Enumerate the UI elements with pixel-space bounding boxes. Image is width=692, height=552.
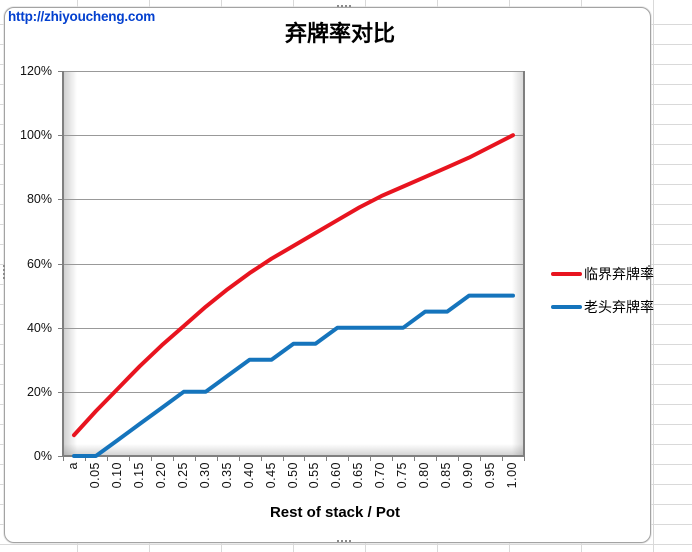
x-axis-tick-label: 0.15 xyxy=(131,462,146,489)
y-axis-tick-label: 80% xyxy=(26,192,52,207)
x-axis-tick-label: 0.85 xyxy=(439,462,454,489)
x-axis-tick-label: 0.20 xyxy=(153,462,168,489)
x-axis-tick-label: 0.95 xyxy=(483,462,498,489)
y-axis-tick-label: 60% xyxy=(26,256,52,271)
x-axis-tick-label: 0.90 xyxy=(461,462,476,489)
y-axis-tick-label: 100% xyxy=(20,128,52,143)
x-axis-tick-label: 0.30 xyxy=(197,462,212,489)
x-axis-tick-label: 0.80 xyxy=(417,462,432,489)
x-axis-tick-label: 0.35 xyxy=(219,462,234,489)
x-axis-tick-label: 0.40 xyxy=(241,462,256,489)
series-line-0[interactable] xyxy=(72,133,515,438)
legend-line-swatch xyxy=(551,305,582,309)
x-axis-tick-label: 0.65 xyxy=(351,462,366,489)
x-axis-tick-label: 1.00 xyxy=(505,462,520,489)
legend-label: 老头弃牌率 xyxy=(584,299,654,315)
selection-handle-bottom[interactable] xyxy=(337,540,352,542)
y-axis-tick-label: 0% xyxy=(33,449,52,463)
chart-title[interactable]: 弃牌率对比 xyxy=(284,21,396,47)
x-axis-tick-label: 0.50 xyxy=(285,462,300,489)
legend-line-swatch xyxy=(551,272,582,276)
plot-bevel-right xyxy=(512,71,524,456)
series-line-1[interactable] xyxy=(72,293,515,458)
x-axis-tick-label: 0.45 xyxy=(263,462,278,489)
plot-bevel-left xyxy=(64,71,77,456)
selection-handle-top[interactable] xyxy=(337,5,352,7)
chart-legend[interactable]: 临界弃牌率老头弃牌率 xyxy=(551,264,654,330)
x-axis-tick-label: 0.75 xyxy=(395,462,410,489)
x-axis-tick-label: 0.55 xyxy=(307,462,322,489)
y-axis-tick-label: 20% xyxy=(26,384,52,399)
y-axis-tick-label: 120% xyxy=(20,64,52,78)
legend-item-0[interactable]: 临界弃牌率 xyxy=(551,264,654,284)
x-axis-tick-label: 0.25 xyxy=(175,462,190,489)
legend-label: 临界弃牌率 xyxy=(584,266,654,282)
x-axis-title[interactable]: Rest of stack / Pot xyxy=(269,504,401,521)
y-axis-tick-label: 40% xyxy=(26,320,52,335)
plot-bevel-bottom xyxy=(63,444,524,456)
watermark-link[interactable]: http://zhiyoucheng.com xyxy=(8,9,156,24)
legend-item-1[interactable]: 老头弃牌率 xyxy=(551,297,654,317)
x-axis-tick-label: 0.60 xyxy=(329,462,344,489)
x-axis-tick-label: 0.10 xyxy=(109,462,124,489)
x-axis-tick-label: a xyxy=(65,462,80,470)
selection-handle-left[interactable] xyxy=(3,265,5,280)
selection-handle-right[interactable] xyxy=(648,265,650,280)
x-axis-tick-label: 0.70 xyxy=(373,462,388,489)
x-axis-tick-label: 0.05 xyxy=(87,462,102,489)
